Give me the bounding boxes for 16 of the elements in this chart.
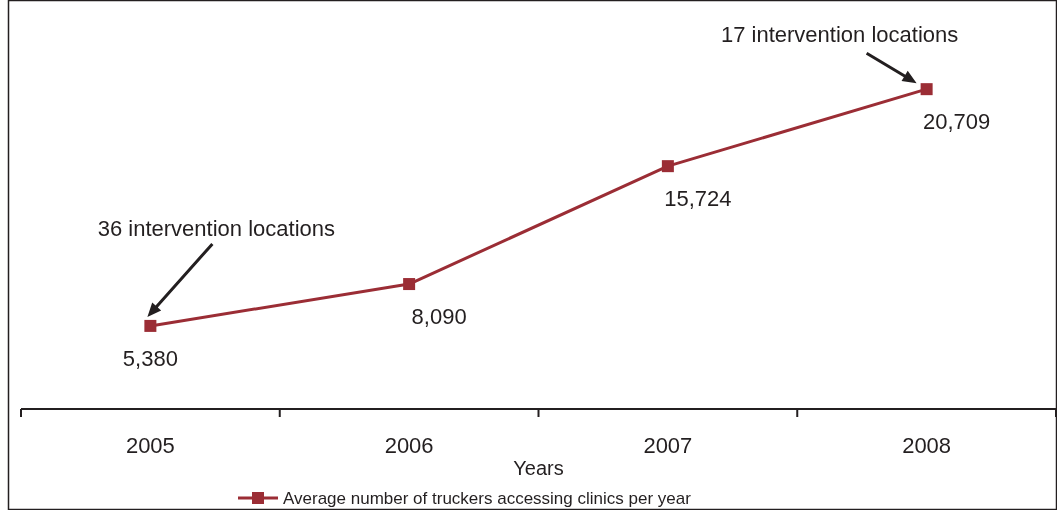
legend-label: Average number of truckers accessing clinics per year <box>283 489 692 508</box>
data-label: 15,724 <box>664 186 732 212</box>
data-label: 8,090 <box>411 304 467 330</box>
point <box>144 319 157 332</box>
point <box>403 278 416 291</box>
annotation: 17 intervention locations <box>720 22 959 48</box>
x-tick-label: 2008 <box>902 433 952 458</box>
data-label: 5,380 <box>122 345 178 371</box>
annotation: 36 intervention locations <box>97 215 336 241</box>
x-tick-label: 2005 <box>125 433 175 458</box>
data-label: 20,709 <box>922 109 991 135</box>
x-tick-label: 2007 <box>643 433 693 458</box>
point <box>661 160 674 173</box>
x-axis-title: Years <box>513 457 564 479</box>
point <box>920 83 933 96</box>
x-tick-label: 2006 <box>384 433 434 458</box>
